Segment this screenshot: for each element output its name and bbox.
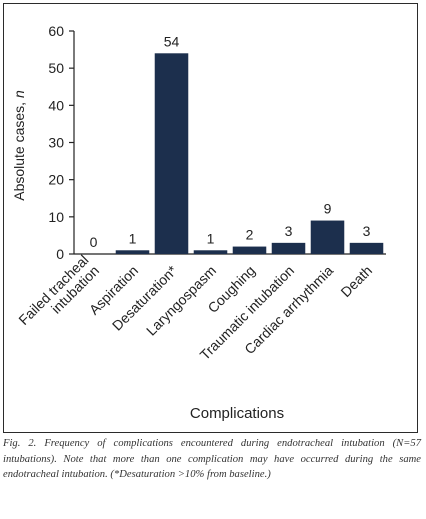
bar-value-label: 2 [246, 227, 254, 243]
bar [271, 242, 306, 254]
bar [193, 250, 228, 254]
y-tick-label: 40 [48, 97, 64, 113]
bar-value-label: 1 [207, 230, 215, 246]
bar [232, 246, 267, 254]
y-tick-label: 30 [48, 135, 64, 151]
x-tick-label-line: Death [337, 262, 375, 300]
x-tick-label: Death [337, 262, 375, 300]
bar-value-label: 3 [363, 223, 371, 239]
bar [115, 250, 150, 254]
bar-value-label: 1 [129, 230, 137, 246]
bar-value-label: 0 [90, 234, 98, 250]
y-axis-title-variable: n [11, 90, 27, 98]
y-tick-label: 50 [48, 60, 64, 76]
y-tick-label: 10 [48, 209, 64, 225]
y-tick-label: 20 [48, 172, 64, 188]
y-tick-label: 0 [56, 246, 64, 262]
y-tick-label: 60 [48, 23, 64, 39]
bar-value-label: 54 [164, 33, 180, 49]
bar-chart: 0 10 20 30 40 50 60 Absolute cases, n 0 1 54 1 2 3 9 3 F… [11, 23, 386, 422]
bar [310, 220, 345, 254]
bar-value-label: 9 [324, 201, 332, 217]
y-axis-title-text: Absolute cases, [11, 98, 27, 201]
bar [349, 242, 384, 254]
figure-caption: Fig. 2. Frequency of complications encou… [3, 438, 421, 480]
y-axis-title: Absolute cases, n [11, 90, 27, 201]
bar [154, 53, 189, 254]
figure-frame [3, 3, 418, 433]
bar-value-label: 3 [285, 223, 293, 239]
x-axis-title: Complications [190, 405, 284, 422]
